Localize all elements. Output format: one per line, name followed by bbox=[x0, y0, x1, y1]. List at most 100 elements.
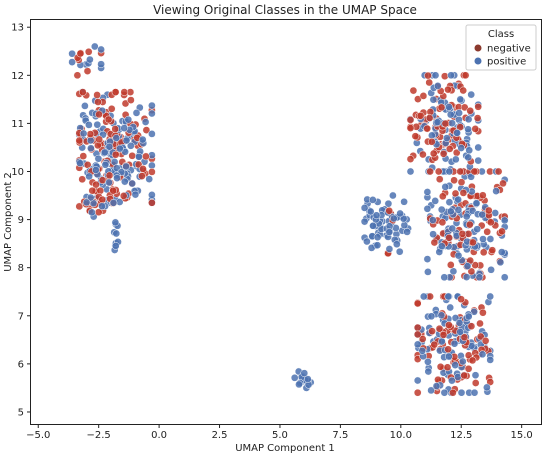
scatter-point-negative bbox=[470, 167, 479, 176]
scatter-point-positive bbox=[456, 95, 465, 104]
scatter-point-positive bbox=[437, 205, 446, 214]
scatter-point-negative bbox=[498, 227, 506, 236]
scatter-point-negative bbox=[471, 379, 480, 387]
scatter-point-positive bbox=[90, 42, 99, 51]
scatter-point-negative bbox=[111, 125, 120, 133]
scatter-point-negative bbox=[92, 180, 100, 189]
scatter-point-positive bbox=[437, 242, 446, 251]
x-tick-label: −2.5 bbox=[87, 430, 111, 441]
scatter-point-positive bbox=[431, 197, 440, 205]
scatter-point-positive bbox=[101, 160, 110, 169]
scatter-point-positive bbox=[424, 268, 432, 276]
scatter-point-positive bbox=[423, 188, 432, 196]
scatter-point-negative bbox=[445, 145, 454, 153]
scatter-point-negative bbox=[142, 152, 150, 161]
scatter-point-negative bbox=[95, 110, 103, 119]
scatter-point-negative bbox=[443, 363, 452, 372]
scatter-point-positive bbox=[464, 153, 473, 162]
scatter-point-negative bbox=[413, 323, 422, 332]
scatter-point-negative bbox=[411, 132, 420, 141]
scatter-point-positive bbox=[464, 125, 472, 134]
scatter-point-positive bbox=[372, 211, 381, 220]
scatter-point-positive bbox=[472, 199, 481, 208]
y-tick-label: 9 bbox=[18, 215, 24, 226]
scatter-point-positive bbox=[385, 228, 394, 236]
y-tick-label: 7 bbox=[18, 311, 24, 322]
scatter-point-negative bbox=[460, 371, 469, 380]
scatter-point-negative bbox=[449, 388, 457, 397]
scatter-point-positive bbox=[112, 229, 121, 238]
scatter-point-positive bbox=[93, 120, 102, 129]
scatter-point-positive bbox=[454, 251, 463, 260]
scatter-point-positive bbox=[486, 292, 495, 301]
scatter-point-negative bbox=[109, 186, 118, 195]
scatter-point-positive bbox=[79, 129, 88, 138]
x-tick-label: 2.5 bbox=[212, 430, 228, 441]
scatter-point-positive bbox=[122, 162, 130, 171]
scatter-point-positive bbox=[424, 367, 433, 376]
scatter-point-positive bbox=[463, 262, 472, 270]
scatter-point-negative bbox=[459, 189, 468, 197]
scatter-point-positive bbox=[453, 129, 461, 137]
scatter-point-negative bbox=[419, 92, 428, 100]
scatter-point-negative bbox=[458, 230, 467, 238]
scatter-point-positive bbox=[455, 109, 463, 117]
scatter-point-positive bbox=[400, 197, 408, 206]
y-tick-label: 8 bbox=[18, 263, 24, 274]
scatter-point-positive bbox=[445, 167, 454, 176]
scatter-point-negative bbox=[104, 115, 113, 124]
scatter-point-positive bbox=[368, 196, 377, 204]
scatter-point-positive bbox=[413, 340, 422, 349]
scatter-point-positive bbox=[456, 328, 465, 336]
scatter-point-positive bbox=[500, 273, 509, 282]
scatter-point-positive bbox=[475, 273, 484, 282]
scatter-point-negative bbox=[119, 192, 128, 200]
scatter-point-positive bbox=[497, 248, 506, 256]
scatter-point-negative bbox=[424, 71, 432, 80]
x-tick-label: 5.0 bbox=[272, 430, 288, 441]
scatter-point-positive bbox=[445, 103, 453, 111]
legend: Class negative positive bbox=[465, 24, 537, 71]
scatter-point-negative bbox=[457, 178, 466, 187]
scatter-point-negative bbox=[457, 295, 465, 304]
scatter-point-positive bbox=[471, 371, 480, 380]
scatter-point-positive bbox=[406, 167, 415, 176]
scatter-point-positive bbox=[86, 55, 94, 64]
scatter-point-positive bbox=[100, 148, 109, 157]
scatter-point-negative bbox=[437, 103, 446, 112]
chart-title: Viewing Original Classes in the UMAP Spa… bbox=[153, 3, 417, 17]
scatter-point-positive bbox=[440, 388, 449, 397]
scatter-point-positive bbox=[486, 235, 495, 243]
scatter-point-positive bbox=[457, 144, 466, 152]
y-tick-label: 10 bbox=[11, 167, 24, 178]
scatter-point-positive bbox=[111, 242, 120, 250]
scatter-point-negative bbox=[98, 176, 107, 185]
scatter-point-negative bbox=[468, 356, 477, 365]
scatter-point-positive bbox=[496, 258, 505, 267]
scatter-point-positive bbox=[486, 356, 495, 364]
scatter-point-negative bbox=[460, 103, 469, 112]
scatter-point-positive bbox=[448, 376, 456, 385]
scatter-point-positive bbox=[113, 174, 121, 182]
scatter-point-positive bbox=[116, 144, 124, 153]
scatter-point-positive bbox=[433, 82, 442, 90]
scatter-point-negative bbox=[425, 78, 434, 87]
scatter-point-negative bbox=[93, 91, 101, 99]
scatter-point-positive bbox=[457, 388, 466, 397]
scatter-point-positive bbox=[487, 265, 495, 274]
scatter-point-negative bbox=[460, 333, 469, 342]
scatter-point-positive bbox=[148, 191, 156, 199]
scatter-point-positive bbox=[295, 380, 303, 389]
scatter-point-positive bbox=[395, 247, 404, 256]
x-tick-label: 15.0 bbox=[511, 430, 533, 441]
scatter-point-negative bbox=[434, 167, 443, 176]
y-axis-label: UMAP Component 2 bbox=[3, 172, 14, 272]
scatter-point-positive bbox=[446, 303, 455, 312]
scatter-point-positive bbox=[423, 204, 432, 213]
scatter-point-positive bbox=[474, 156, 483, 165]
x-tick-label: 12.5 bbox=[450, 430, 472, 441]
scatter-point-positive bbox=[131, 190, 140, 199]
legend-box bbox=[465, 24, 537, 71]
scatter-point-positive bbox=[124, 115, 133, 124]
scatter-point-negative bbox=[406, 155, 415, 163]
